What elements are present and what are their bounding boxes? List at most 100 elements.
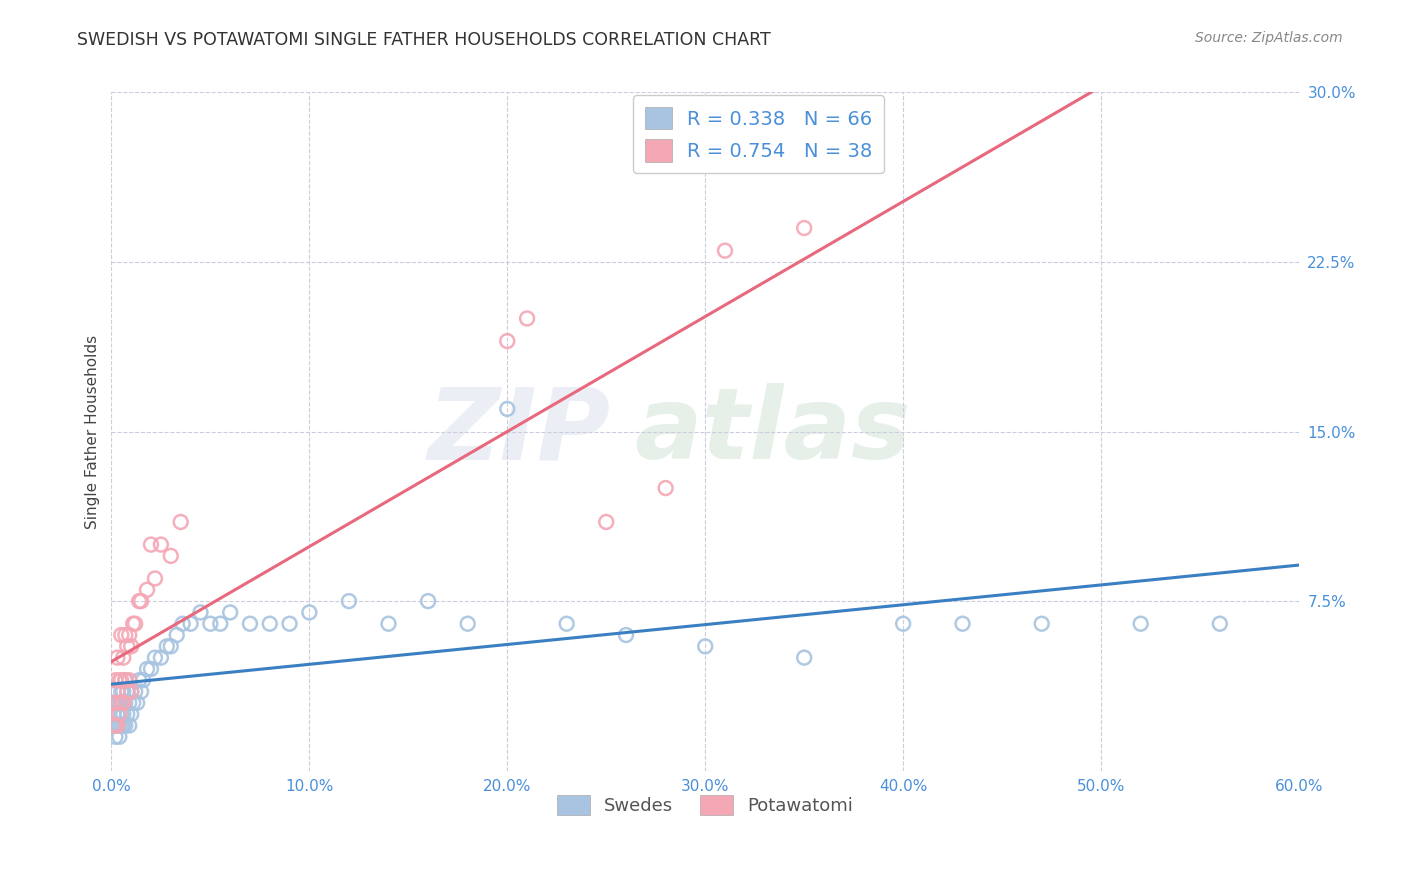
Point: [114, 673, 136, 688]
Point: [110, 673, 132, 688]
Point: [128, 673, 150, 688]
Point: [103, 696, 125, 710]
Point: [118, 696, 141, 710]
Point: [104, 696, 127, 710]
Point: [118, 673, 141, 688]
Point: [337, 594, 360, 608]
Point: [143, 650, 166, 665]
Point: [110, 684, 132, 698]
Point: [595, 515, 617, 529]
Point: [120, 684, 142, 698]
Point: [952, 616, 974, 631]
Point: [105, 696, 128, 710]
Point: [259, 616, 281, 631]
Point: [110, 696, 132, 710]
Point: [891, 616, 914, 631]
Y-axis label: Single Father Households: Single Father Households: [86, 334, 100, 529]
Point: [239, 616, 262, 631]
Point: [136, 582, 159, 597]
Point: [496, 401, 519, 416]
Point: [104, 673, 127, 688]
Point: [110, 718, 132, 732]
Point: [108, 718, 131, 732]
Point: [120, 640, 142, 654]
Point: [1129, 616, 1152, 631]
Point: [159, 549, 181, 563]
Point: [108, 730, 131, 744]
Point: [124, 616, 146, 631]
Point: [172, 616, 194, 631]
Point: [108, 707, 131, 722]
Point: [108, 673, 131, 688]
Point: [117, 640, 139, 654]
Point: [793, 650, 815, 665]
Point: [117, 707, 139, 722]
Point: [105, 684, 128, 698]
Point: [105, 718, 128, 732]
Point: [112, 650, 135, 665]
Point: [139, 662, 162, 676]
Point: [516, 311, 538, 326]
Point: [118, 718, 141, 732]
Point: [139, 538, 162, 552]
Point: [117, 684, 139, 698]
Point: [200, 616, 222, 631]
Point: [124, 684, 146, 698]
Point: [298, 606, 321, 620]
Point: [114, 628, 136, 642]
Point: [103, 718, 125, 732]
Point: [1031, 616, 1053, 631]
Point: [110, 628, 132, 642]
Point: [132, 673, 155, 688]
Point: [159, 640, 181, 654]
Text: SWEDISH VS POTAWATOMI SINGLE FATHER HOUSEHOLDS CORRELATION CHART: SWEDISH VS POTAWATOMI SINGLE FATHER HOUS…: [77, 31, 770, 49]
Point: [209, 616, 232, 631]
Point: [377, 616, 399, 631]
Point: [457, 616, 479, 631]
Point: [128, 594, 150, 608]
Point: [122, 616, 145, 631]
Text: Source: ZipAtlas.com: Source: ZipAtlas.com: [1195, 31, 1343, 45]
Point: [122, 696, 145, 710]
Point: [103, 707, 125, 722]
Point: [180, 616, 202, 631]
Point: [110, 696, 132, 710]
Point: [105, 696, 128, 710]
Point: [112, 696, 135, 710]
Point: [555, 616, 578, 631]
Point: [793, 221, 815, 235]
Point: [110, 707, 132, 722]
Point: [114, 673, 136, 688]
Point: [104, 718, 127, 732]
Point: [112, 718, 135, 732]
Point: [654, 481, 676, 495]
Point: [136, 662, 159, 676]
Point: [1209, 616, 1232, 631]
Point: [219, 606, 242, 620]
Point: [166, 628, 188, 642]
Point: [105, 650, 128, 665]
Point: [278, 616, 301, 631]
Point: [143, 572, 166, 586]
Point: [170, 515, 193, 529]
Point: [112, 707, 135, 722]
Point: [614, 628, 637, 642]
Point: [149, 650, 172, 665]
Point: [120, 684, 142, 698]
Point: [714, 244, 737, 258]
Point: [104, 730, 127, 744]
Point: [496, 334, 519, 348]
Point: [127, 696, 149, 710]
Point: [190, 606, 212, 620]
Point: [695, 640, 717, 654]
Point: [118, 628, 141, 642]
Point: [114, 696, 136, 710]
Text: atlas: atlas: [634, 383, 911, 480]
Legend: Swedes, Potawatomi: Swedes, Potawatomi: [550, 788, 860, 822]
Point: [105, 718, 128, 732]
Point: [108, 696, 131, 710]
Point: [416, 594, 439, 608]
Point: [105, 707, 128, 722]
Point: [104, 718, 127, 732]
Point: [129, 594, 152, 608]
